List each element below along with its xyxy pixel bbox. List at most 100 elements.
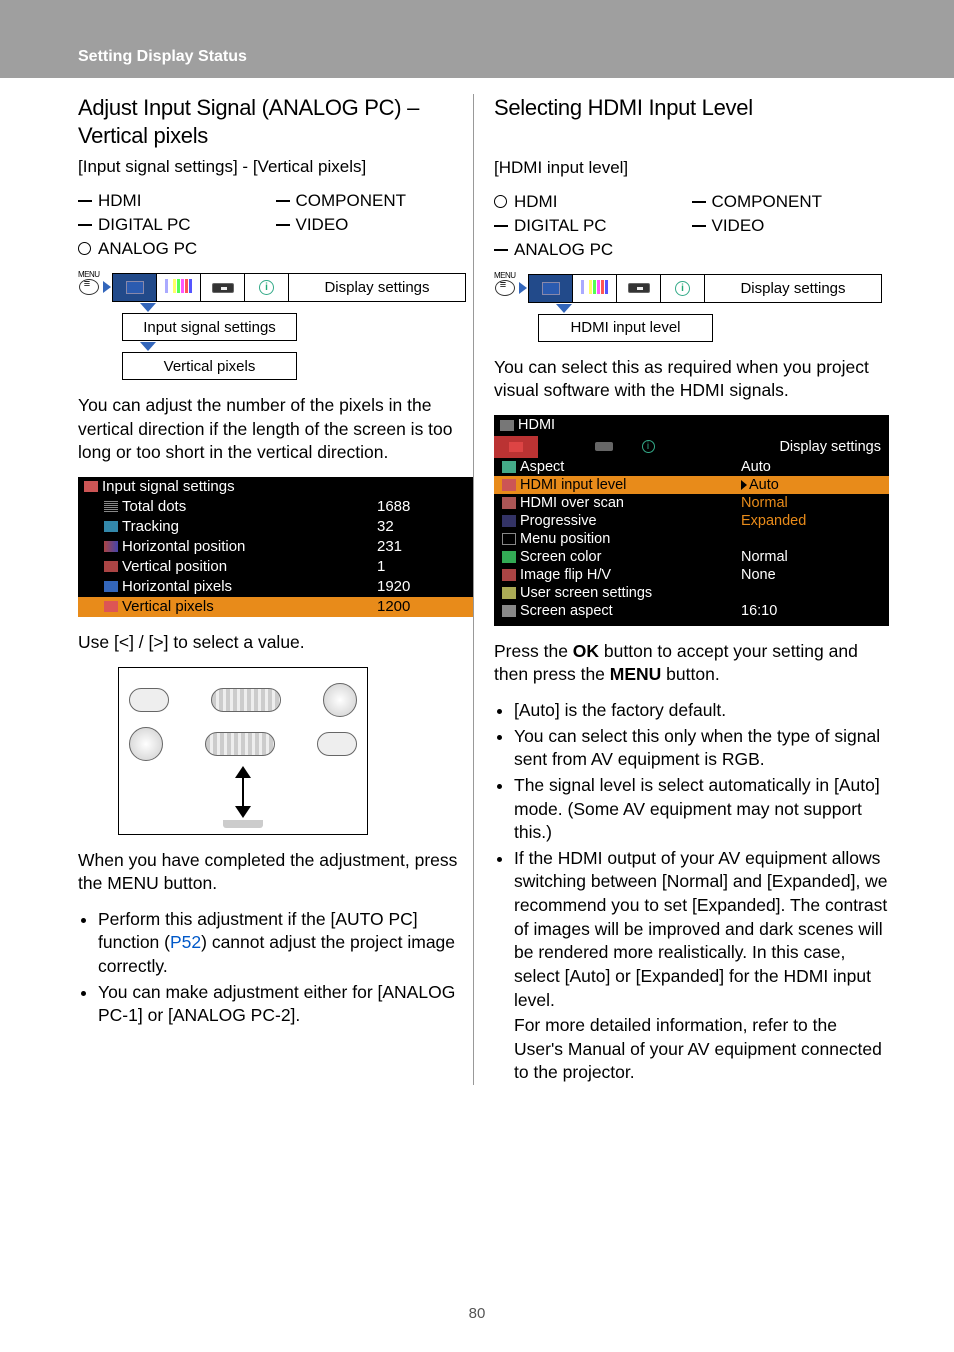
osd-title: Input signal settings [78,477,473,497]
dash-icon [494,249,508,251]
osd-row-key: Horizontal pixels [78,577,373,597]
right-osd-panel: HDMI i Display settings AspectAuto HDMI … [494,415,889,626]
nav-step1: Input signal settings [122,313,297,341]
osd-row-key: Tracking [78,517,373,537]
osd-row-val: 1200 [373,597,473,617]
right-signal-grid: HDMI COMPONENT DIGITAL PC VIDEO ANALOG P… [494,192,889,260]
osd-row-val: 1920 [373,577,473,597]
link-p52[interactable]: P52 [170,932,201,952]
caret-right-icon [741,480,747,490]
right-column: Selecting HDMI Input Level [HDMI input l… [494,94,889,1085]
nav-top-label: Display settings [705,275,881,302]
arrow-down-icon [140,342,156,351]
signal-digitalpc: DIGITAL PC [98,215,276,235]
nav-top-row: MENU i Display settings [112,273,466,302]
remote-round-icon [323,683,357,717]
bullet-item: You can make adjustment either for [ANAL… [98,981,473,1028]
tab-system-icon [617,275,661,302]
section-title: Setting Display Status [78,48,247,65]
signal-hdmi: HDMI [98,191,276,211]
tab-display-icon [529,275,573,302]
up-down-arrow-icon [230,766,256,818]
right-nav-diagram: MENU i Display settings HDMI input level [494,274,889,342]
menu-button-icon: MENU [78,270,100,297]
circle-icon [78,242,91,255]
osd-tab-label: Display settings [670,436,889,458]
menu-button-icon: MENU [494,271,516,298]
dash-icon [78,224,92,226]
osd-row-key: Vertical position [78,557,373,577]
osd-tab-row: i Display settings [494,436,889,458]
osd-row-key: Total dots [78,497,373,517]
arrow-down-icon [140,303,156,312]
osd-tab-active-icon [494,436,538,458]
section-header: Setting Display Status [0,0,954,78]
column-divider [473,94,474,1085]
left-bullets: Perform this adjustment if the [AUTO PC]… [78,908,473,1028]
left-signal-grid: HDMI COMPONENT DIGITAL PC VIDEO ANALOG P… [78,191,473,259]
tab-image-icon [157,274,201,301]
bullet-item: [Auto] is the factory default. [514,699,889,723]
left-osd-table: Input signal settings Total dots1688 Tra… [78,477,473,617]
triangle-right-icon [103,281,111,293]
signal-component: COMPONENT [712,192,890,212]
osd-row-val: 1688 [373,497,473,517]
signal-component: COMPONENT [296,191,474,211]
tab-system-icon [201,274,245,301]
osd-row-val: 231 [373,537,473,557]
arrow-down-icon [556,304,572,313]
dash-icon [692,201,706,203]
left-breadcrumb: [Input signal settings] - [Vertical pixe… [78,157,473,177]
dash-icon [692,225,706,227]
bullet-item: Perform this adjustment if the [AUTO PC]… [98,908,473,979]
remote-diagram [118,667,368,835]
nav-top-row: MENU i Display settings [528,274,882,303]
signal-hdmi: HDMI [514,192,692,212]
remote-btn-icon [129,688,169,712]
remote-rocker-icon [211,688,281,712]
left-heading: Adjust Input Signal (ANALOG PC) – Vertic… [78,94,473,149]
remote-rocker-icon [205,732,275,756]
signal-analogpc: ANALOG PC [98,239,276,259]
bullet-item: The signal level is select automatically… [514,774,889,845]
signal-video: VIDEO [712,216,890,236]
left-para2: Use [<] / [>] to select a value. [78,631,473,655]
remote-round-icon [129,727,163,761]
remote-foot-icon [223,820,263,828]
osd-row-key: Vertical pixels [78,597,373,617]
left-para1: You can adjust the number of the pixels … [78,394,473,465]
remote-btn-icon [317,732,357,756]
signal-analogpc: ANALOG PC [514,240,692,260]
tab-info-icon: i [245,274,289,301]
dash-icon [276,200,290,202]
nav-step2: Vertical pixels [122,352,297,380]
osd-tab-icon: i [626,436,670,458]
signal-digitalpc: DIGITAL PC [514,216,692,236]
tab-image-icon [573,275,617,302]
bullet-item: If the HDMI output of your AV equipment … [514,847,889,1012]
dash-icon [78,200,92,202]
right-para1: You can select this as required when you… [494,356,889,403]
page-content: Adjust Input Signal (ANALOG PC) – Vertic… [0,78,954,1085]
nav-top-label: Display settings [289,274,465,301]
osd-row-val: 1 [373,557,473,577]
tab-info-icon: i [661,275,705,302]
page-number: 80 [0,1305,954,1322]
dash-icon [494,225,508,227]
tab-display-icon [113,274,157,301]
nav-step1: HDMI input level [538,314,713,342]
right-para2: Press the OK button to accept your setti… [494,640,889,687]
osd-badge: HDMI [518,417,555,433]
osd-row-key: Horizontal position [78,537,373,557]
right-bullets: [Auto] is the factory default. You can s… [494,699,889,1012]
osd-tab-icon [538,436,582,458]
circle-icon [494,195,507,208]
left-nav-diagram: MENU i Display settings Input signal set… [78,273,473,380]
osd-row-val: 32 [373,517,473,537]
signal-video: VIDEO [296,215,474,235]
left-column: Adjust Input Signal (ANALOG PC) – Vertic… [78,94,473,1085]
right-continuation: For more detailed information, refer to … [494,1014,889,1085]
triangle-right-icon [519,282,527,294]
bullet-item: You can select this only when the type o… [514,725,889,772]
dash-icon [276,224,290,226]
